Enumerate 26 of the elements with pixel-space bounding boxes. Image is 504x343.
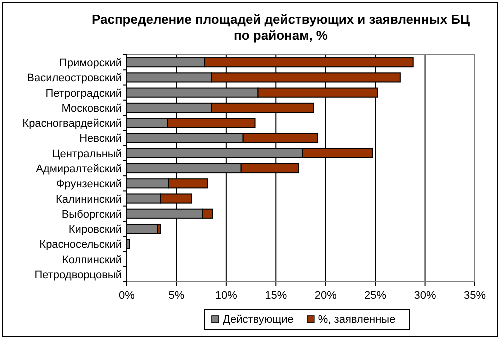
y-tick-label: Калининский xyxy=(56,194,122,206)
x-tick-label: 35% xyxy=(464,290,486,302)
y-tick-label: Выборгский xyxy=(62,208,122,221)
legend-label: %, заявленные xyxy=(318,314,396,326)
y-tick-label: Московский xyxy=(62,102,122,115)
y-tick-label: Кировский xyxy=(68,224,122,236)
y-tick-label: Невский xyxy=(80,133,122,146)
y-tick-label: Петроградский xyxy=(46,88,122,100)
x-tick-label: 25% xyxy=(364,290,387,302)
y-tick-label: Фрунзенский xyxy=(56,178,122,191)
chart-title: Распределение площадей действующих и заявленных БЦ по районам, % xyxy=(92,12,470,43)
y-tick-label: Красносельский xyxy=(40,239,122,252)
y-tick-label: Василеостровский xyxy=(27,72,122,85)
y-tick-label: Красногвардейский xyxy=(22,118,122,130)
legend-label: Действующие xyxy=(223,314,294,326)
y-tick-label: Колпинский xyxy=(62,254,122,266)
y-tick-label: Адмиралтейский xyxy=(36,164,122,176)
y-tick-label: Приморский xyxy=(59,58,122,70)
x-tick-label: 10% xyxy=(215,290,238,302)
x-tick-label: 5% xyxy=(168,290,185,302)
x-tick-label: 20% xyxy=(314,290,338,302)
x-tick-label: 0% xyxy=(119,290,136,302)
x-tick-label: 15% xyxy=(265,290,288,302)
x-tick-label: 30% xyxy=(414,290,437,302)
y-tick-label: Петродворцовый xyxy=(34,269,122,282)
y-tick-label: Центральный xyxy=(52,148,122,160)
